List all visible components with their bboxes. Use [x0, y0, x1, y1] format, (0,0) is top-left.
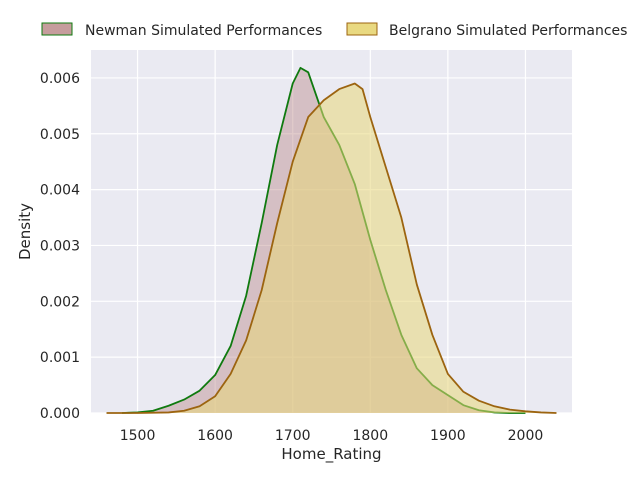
x-tick-label: 1500: [120, 428, 156, 444]
y-tick-label: 0.006: [40, 71, 80, 87]
legend-label: Newman Simulated Performances: [85, 23, 322, 39]
y-tick-label: 0.003: [40, 238, 80, 254]
x-axis-label: Home_Rating: [281, 445, 381, 464]
legend-label: Belgrano Simulated Performances: [389, 23, 627, 39]
x-tick-label: 1700: [275, 428, 311, 444]
legend-swatch: [346, 22, 378, 36]
y-tick-label: 0.000: [40, 406, 80, 422]
y-tick-labels: 0.000 0.001 0.002 0.003 0.004 0.005 0.006: [40, 71, 80, 422]
y-tick-label: 0.002: [40, 294, 80, 310]
x-tick-labels: 1500 1600 1700 1800 1900 2000: [120, 428, 544, 444]
series-layer: [106, 66, 557, 414]
series-2-area: [106, 83, 557, 413]
y-tick-label: 0.001: [40, 350, 80, 366]
x-tick-label: 2000: [508, 428, 544, 444]
x-tick-label: 1900: [430, 428, 466, 444]
y-tick-label: 0.005: [40, 127, 80, 143]
legend: Newman Simulated Performances Belgrano Si…: [41, 22, 627, 39]
x-tick-label: 1600: [197, 428, 233, 444]
x-tick-label: 1800: [352, 428, 388, 444]
series-2-line: [106, 82, 557, 414]
legend-swatch: [41, 22, 73, 36]
y-axis-label: Density: [16, 203, 34, 260]
y-tick-label: 0.004: [40, 183, 80, 199]
